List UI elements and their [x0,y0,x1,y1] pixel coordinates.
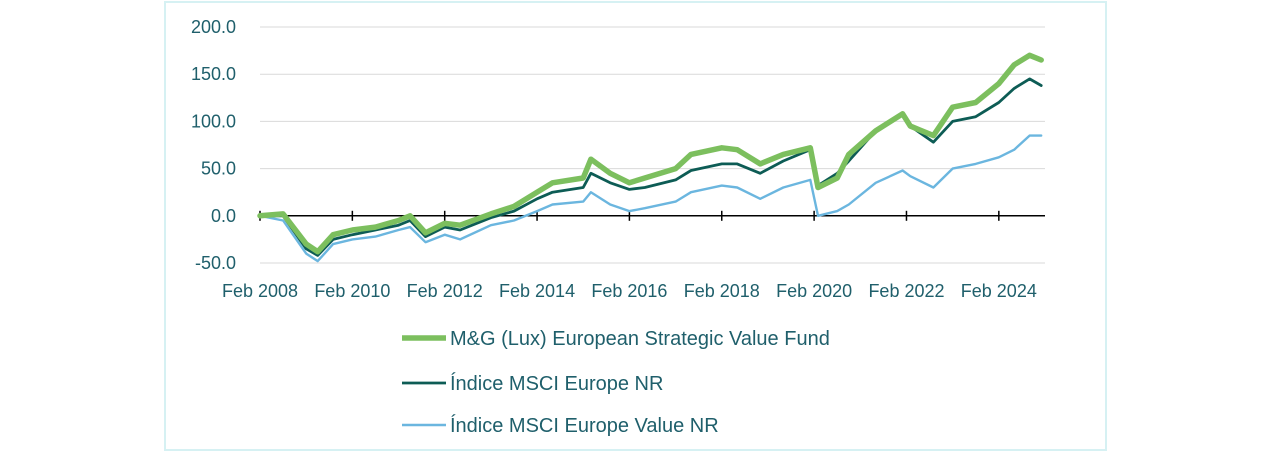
y-tick-label: 150.0 [191,64,236,84]
y-tick-label: 50.0 [201,159,236,179]
series-line [257,52,1044,255]
y-tick-label: 100.0 [191,111,236,131]
y-tick-label: -50.0 [195,253,236,273]
x-tick-label: Feb 2018 [684,281,760,301]
x-tick-label: Feb 2020 [776,281,852,301]
y-tick-label: 200.0 [191,17,236,37]
x-tick-label: Feb 2010 [314,281,390,301]
legend-label: Índice MSCI Europe NR [450,372,663,395]
x-tick-label: Feb 2024 [961,281,1037,301]
x-tick-label: Feb 2008 [222,281,298,301]
x-tick-label: Feb 2022 [868,281,944,301]
x-tick-label: Feb 2014 [499,281,575,301]
chart-container: 200.0 150.0 100.0 50.0 0.0 -50.0 Feb 2008 Feb 2… [164,1,1107,451]
legend-label: Índice MSCI Europe Value NR [450,414,719,437]
series-line [258,134,1043,263]
legend-label: M&G (Lux) European Strategic Value Fund [450,328,830,350]
x-tick-label: Feb 2016 [591,281,667,301]
y-tick-label: 0.0 [211,206,236,226]
x-tick-label: Feb 2012 [407,281,483,301]
line-chart: 200.0 150.0 100.0 50.0 0.0 -50.0 Feb 2008 Feb 2… [191,17,1045,437]
